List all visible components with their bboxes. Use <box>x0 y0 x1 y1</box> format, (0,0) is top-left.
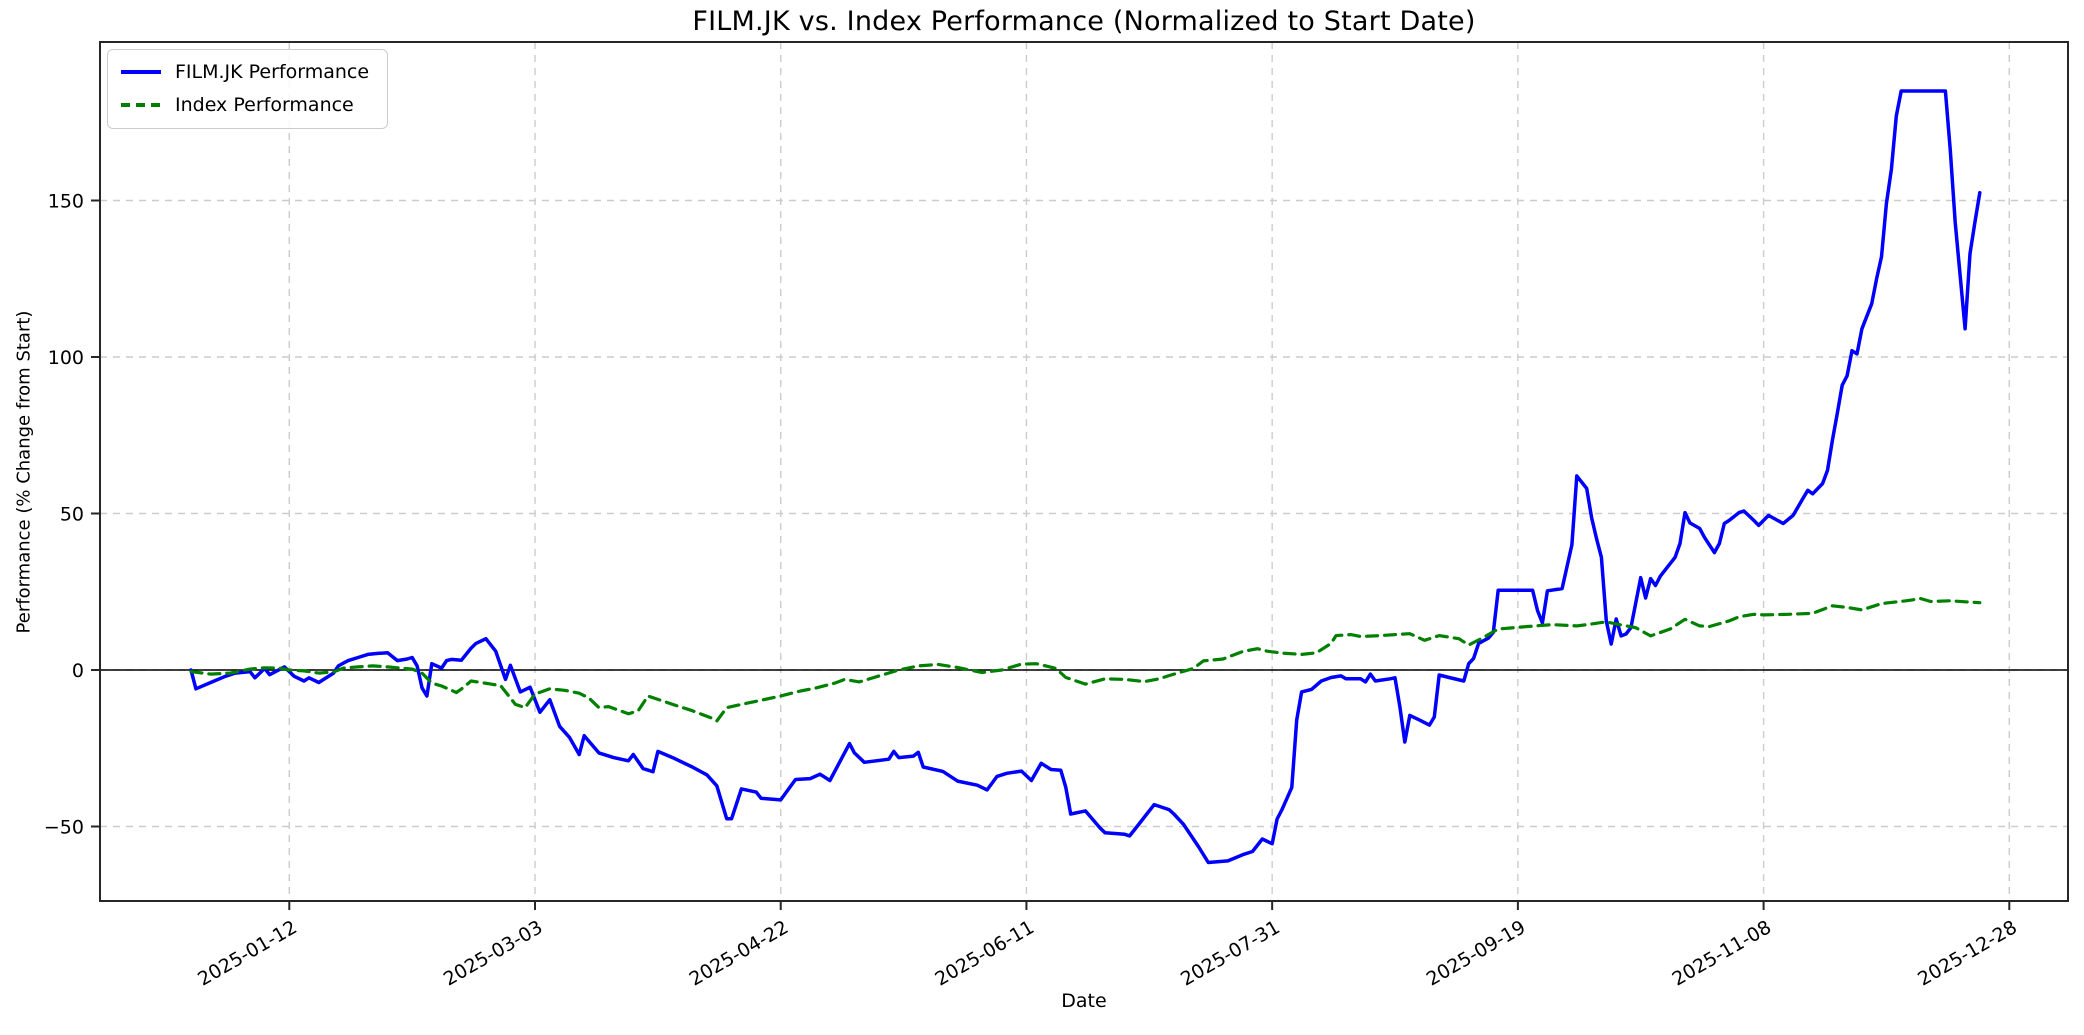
x-tick-label: 2025-04-22 <box>686 916 793 990</box>
y-axis-label: Performance (% Change from Start) <box>13 310 35 634</box>
x-tick-label: 2025-01-12 <box>194 916 301 990</box>
x-tick-label: 2025-12-28 <box>1914 916 2021 990</box>
y-tick-label: 100 <box>48 347 84 369</box>
film-performance-line <box>189 89 1982 865</box>
index-performance-line <box>189 596 1982 723</box>
x-tick-label: 2025-06-11 <box>931 916 1038 990</box>
film-line-swatch <box>121 70 161 74</box>
x-tick-label: 2025-03-03 <box>440 916 547 990</box>
x-axis-label: Date <box>1061 990 1107 1012</box>
y-tick-label: 0 <box>72 660 84 682</box>
legend-entry-film: FILM.JK Performance <box>121 61 369 83</box>
plot-frame <box>99 41 2069 902</box>
index-line-swatch <box>121 103 161 107</box>
y-tick-label: 150 <box>48 191 84 213</box>
y-tick-label: −50 <box>44 817 84 839</box>
x-tick-label: 2025-11-08 <box>1668 916 1775 990</box>
legend-label-index: Index Performance <box>175 94 354 116</box>
legend-entry-index: Index Performance <box>121 94 369 116</box>
y-tick-label: 50 <box>60 504 84 526</box>
chart-title: FILM.JK vs. Index Performance (Normalize… <box>692 6 1476 37</box>
x-tick-label: 2025-09-19 <box>1423 916 1530 990</box>
legend: FILM.JK Performance Index Performance <box>107 49 389 129</box>
x-tick-label: 2025-07-31 <box>1177 916 1284 990</box>
legend-label-film: FILM.JK Performance <box>175 61 370 83</box>
